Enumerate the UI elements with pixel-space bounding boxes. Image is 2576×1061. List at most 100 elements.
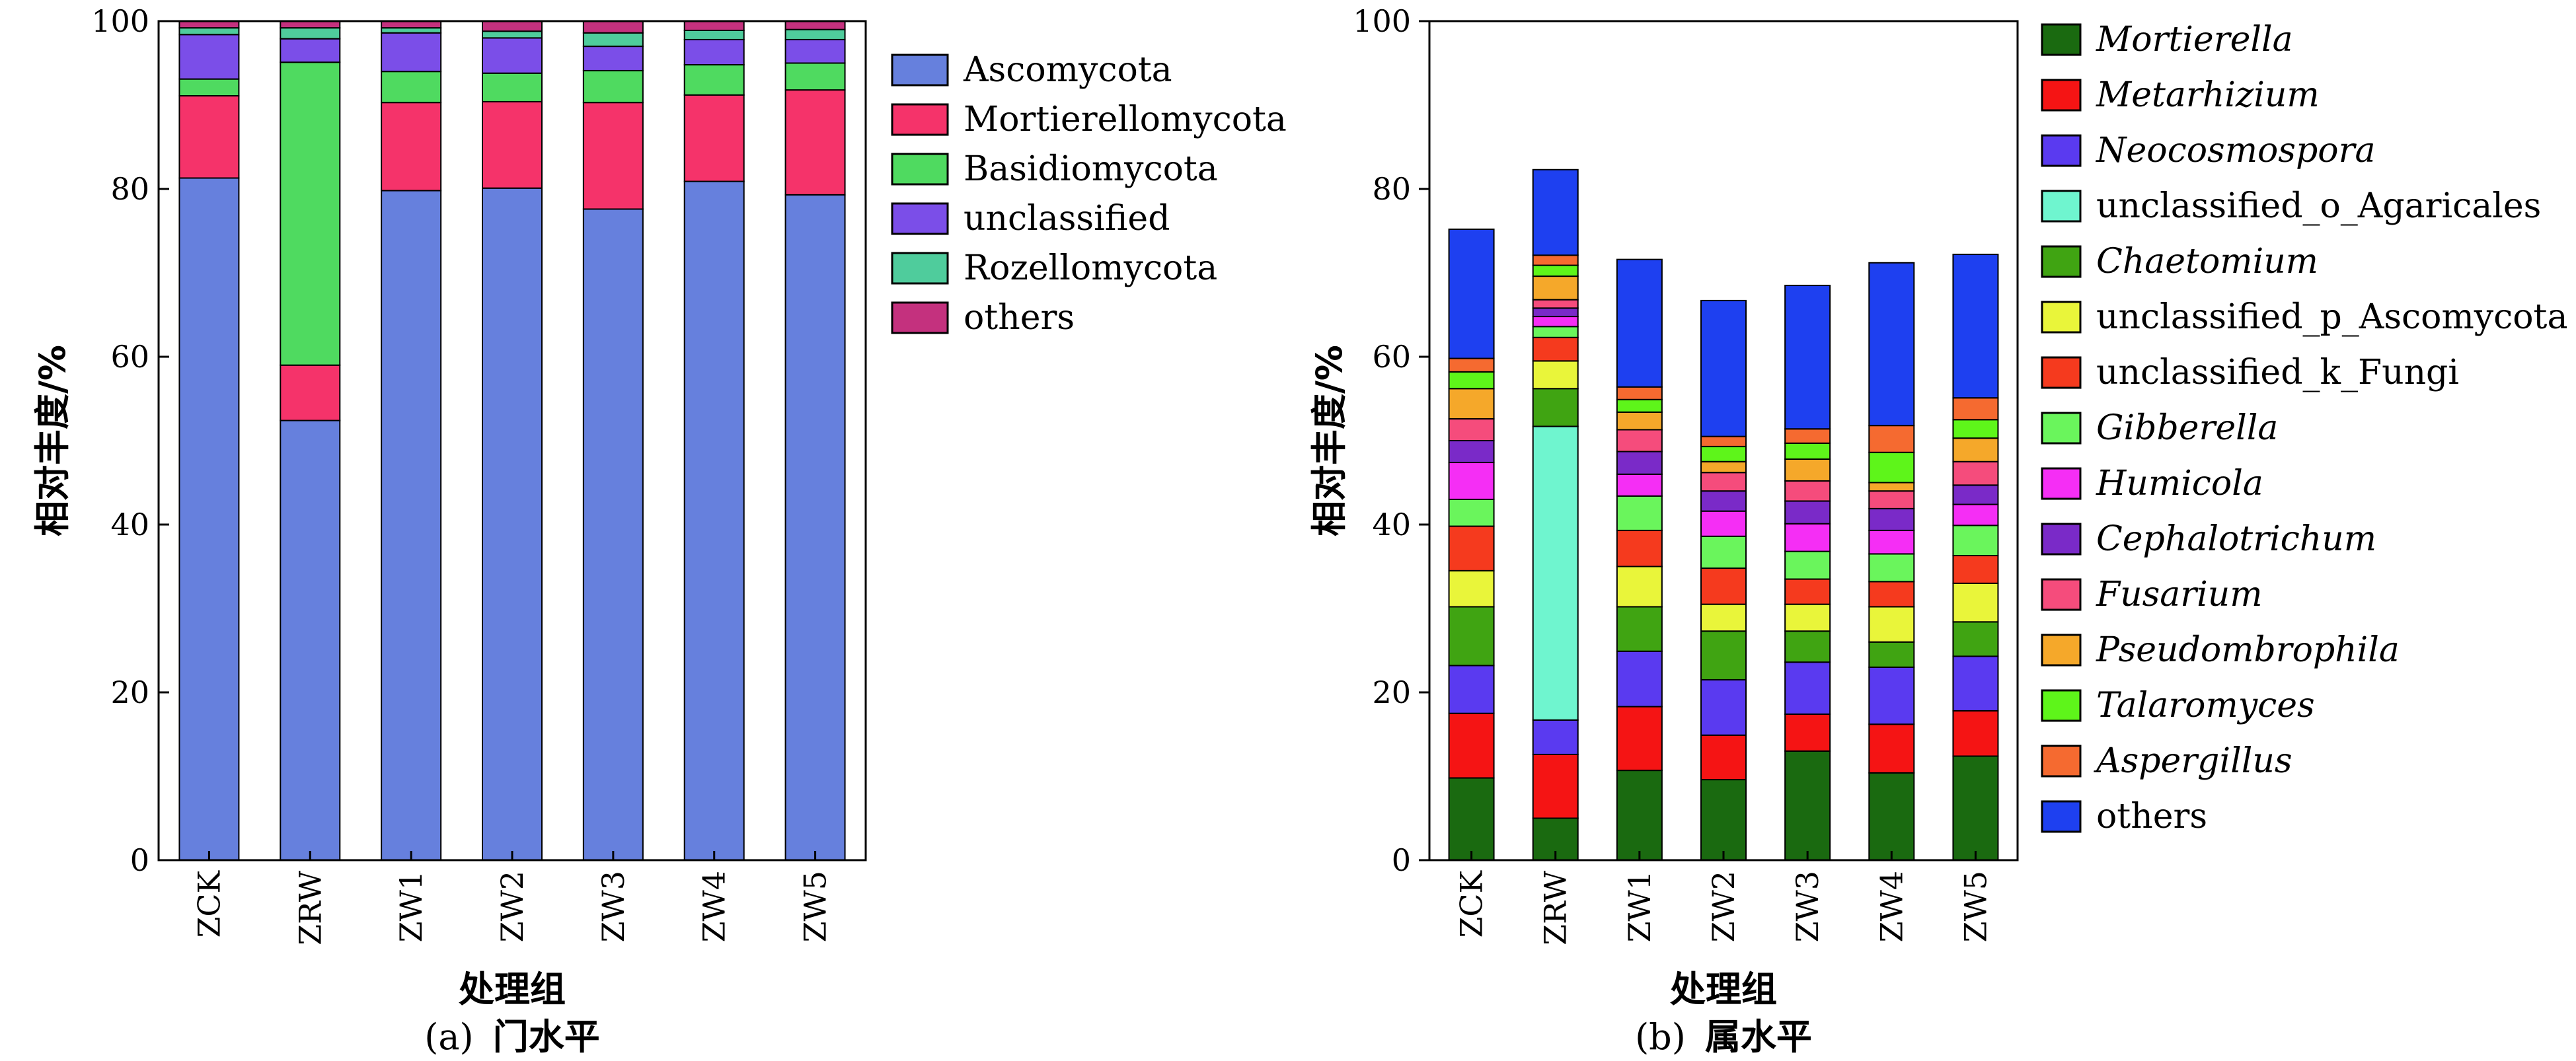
bar-segment — [1784, 480, 1831, 502]
bar-segment — [1700, 435, 1747, 447]
bar-segment — [482, 37, 543, 74]
panel-a-y-axis-label: 相对丰度/% — [32, 345, 73, 536]
bar-segment — [1952, 710, 1999, 757]
bar-segment — [178, 177, 240, 861]
bar-segment — [1616, 473, 1663, 497]
bar-segment — [1532, 275, 1579, 301]
legend-swatch — [2041, 79, 2082, 112]
bar-segment — [1868, 482, 1915, 492]
bar-segment — [1952, 554, 1999, 584]
bar-segment — [1448, 371, 1495, 390]
legend-swatch — [891, 202, 949, 235]
y-tick-label: 40 — [110, 507, 149, 542]
legend-swatch — [2041, 134, 2082, 167]
panel-phylum-chart: 0 20 40 60 80 100 ZCK ZRW ZW1 ZW2 ZW3 ZW4 ZW5 Ascom… — [32, 3, 1287, 1058]
bar-segment — [1784, 285, 1831, 430]
bar-segment — [1532, 264, 1579, 277]
panel-b-y-axis-label: 相对丰度/% — [1308, 345, 1350, 536]
bar-segment — [1448, 388, 1495, 420]
bar-segment — [1784, 523, 1831, 552]
bar-segment — [1952, 254, 1999, 399]
bar-segment — [683, 38, 745, 66]
bar-segment — [1784, 630, 1831, 663]
y-tick-label: 100 — [1353, 3, 1411, 39]
bar-segment — [1616, 386, 1663, 400]
bar-segment — [1784, 578, 1831, 605]
panel-b-legend: Mortierella Metarhizium Neocosmospora uncla… — [2041, 20, 2567, 836]
bar-segment — [582, 69, 644, 104]
bar-segment — [1952, 655, 1999, 712]
bar-segment — [1616, 411, 1663, 431]
bar-segment — [683, 180, 745, 861]
x-tick-label: ZRW — [1538, 870, 1573, 945]
bar-segment — [1868, 262, 1915, 427]
legend-swatch — [2041, 301, 2082, 334]
bar-segment — [1448, 440, 1495, 464]
panel-b-x-ticks: ZCK ZRW ZW1 ZW2 ZW3 ZW4 ZW5 — [1454, 851, 1993, 945]
bar-segment — [381, 20, 442, 29]
bar-segment — [1700, 445, 1747, 462]
legend-label: Chaetomium — [2096, 242, 2318, 281]
x-tick-label: ZW3 — [1790, 871, 1825, 943]
bar-segment — [381, 27, 442, 34]
legend-swatch — [891, 153, 949, 186]
bar-segment — [381, 32, 442, 73]
bar-segment — [1532, 336, 1579, 362]
legend-label: Mortierellomycota — [964, 100, 1287, 139]
y-tick-label: 80 — [1372, 171, 1411, 207]
bar-segment — [1784, 458, 1831, 482]
panel-a-legend: Ascomycota Mortierellomycota Basidiomycota… — [891, 50, 1287, 338]
legend-label: unclassified_p_Ascomycota — [2096, 297, 2567, 337]
bar-segment — [482, 187, 543, 861]
bar-segment — [1700, 472, 1747, 492]
bar-segment — [1952, 460, 1999, 486]
legend-swatch — [891, 103, 949, 136]
legend-swatch — [2041, 412, 2082, 445]
legend-label: Aspergillus — [2094, 741, 2292, 781]
x-tick-label: ZW5 — [798, 871, 833, 943]
legend-swatch — [2041, 190, 2082, 223]
bar-segment — [784, 20, 846, 30]
bar-segment — [1616, 451, 1663, 475]
panel-a-caption-label: (a) — [424, 1016, 473, 1058]
y-tick-label: 0 — [130, 842, 149, 878]
bar-segment — [381, 102, 442, 192]
legend-swatch — [2041, 689, 2082, 722]
bar-segment — [178, 34, 240, 80]
x-tick-label: ZW2 — [1706, 871, 1741, 943]
legend-label: unclassified_o_Agaricales — [2096, 186, 2541, 226]
bar-segment — [1532, 388, 1579, 427]
bar-segment — [1784, 750, 1831, 861]
legend-swatch — [2041, 800, 2082, 833]
bar-segment — [1616, 650, 1663, 708]
bar-segment — [1448, 462, 1495, 500]
bar-segment — [178, 78, 240, 97]
bar-segment — [683, 94, 745, 182]
bar-segment — [482, 72, 543, 102]
bar-segment — [482, 30, 543, 39]
bar-segment — [1532, 316, 1579, 328]
y-tick-label: 20 — [1372, 675, 1411, 710]
legend-swatch — [2041, 467, 2082, 500]
bar-segment — [1868, 723, 1915, 774]
bar-segment — [1784, 500, 1831, 525]
y-tick-label: 100 — [91, 3, 149, 39]
bar-segment — [1868, 490, 1915, 509]
bar-segment — [1868, 666, 1915, 725]
bar-segment — [1448, 712, 1495, 779]
bar-segment — [1616, 529, 1663, 567]
legend-label: Ascomycota — [963, 50, 1172, 90]
legend-swatch — [2041, 634, 2082, 667]
bar-segment — [1448, 606, 1495, 667]
bar-segment — [280, 420, 341, 861]
legend-label: Fusarium — [2096, 575, 2263, 614]
legend-swatch — [891, 252, 949, 285]
bar-segment — [1532, 326, 1579, 338]
bar-segment — [1868, 581, 1915, 608]
legend-label: Humicola — [2096, 464, 2263, 503]
bar-segment — [1448, 525, 1495, 571]
bar-segment — [1448, 665, 1495, 714]
panel-a-x-ticks: ZCK ZRW ZW1 ZW2 ZW3 ZW4 ZW5 — [191, 851, 833, 945]
bar-segment — [1532, 299, 1579, 309]
bar-segment — [1700, 779, 1747, 861]
